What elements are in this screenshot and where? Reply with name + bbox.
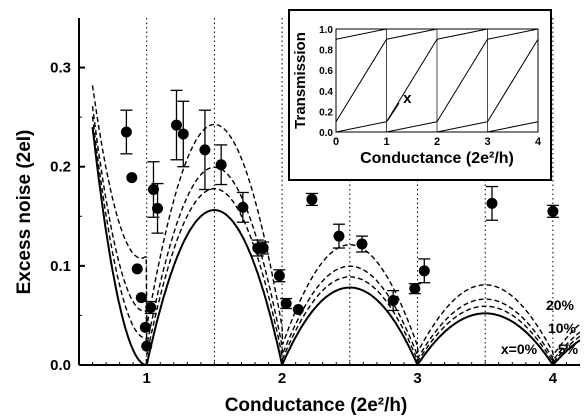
data-point	[126, 172, 138, 184]
y-tick-label: 0.0	[50, 357, 71, 374]
inset-y-axis-label: Transmission	[292, 32, 309, 129]
inset-lower-line	[335, 121, 387, 133]
data-point	[131, 263, 143, 275]
inset-lower-line	[436, 121, 488, 133]
inset-x-tick-label: 3	[484, 136, 490, 148]
inset-upper-line	[335, 28, 387, 40]
inset-y-tick-label: 0.8	[319, 46, 333, 57]
y-axis-label: Excess noise (2eI)	[14, 130, 35, 295]
inset-y-tick-label: 0.4	[319, 87, 333, 98]
inset-x-tick-label: 4	[535, 136, 542, 148]
inset-plot: 0 1 2 3 4 0.0 0.2 0.4 0.6 0.8 1.0 x Conductance (2e²…	[288, 9, 552, 181]
curve-label: 10%	[548, 320, 577, 336]
inset-steep-line	[335, 39, 387, 122]
inset-upper-line	[487, 28, 539, 40]
data-point	[387, 295, 399, 307]
main-plot-area: 1 2 3 4 0.0 0.1 0.2 0.3 20% 10% 5% x=0%	[50, 18, 580, 387]
data-point	[141, 340, 153, 352]
data-point	[170, 119, 182, 131]
inset-upper-line	[386, 28, 438, 40]
data-point	[199, 144, 211, 156]
data-point	[333, 230, 345, 242]
curve-5	[91, 116, 580, 364]
data-point	[280, 298, 292, 310]
data-point	[356, 238, 368, 250]
inset-x-axis-label: Conductance (2e²/h)	[360, 150, 514, 167]
data-point	[292, 303, 304, 315]
x-tick-label: 3	[413, 370, 421, 387]
inset-steep-line	[487, 39, 539, 122]
data-point	[273, 270, 285, 282]
inset-steep-line	[436, 39, 488, 122]
curve-x0	[91, 126, 580, 365]
inset-x-tick-label: 0	[333, 136, 339, 148]
inset-annotation: x	[403, 90, 412, 107]
inset-upper-line	[436, 28, 488, 40]
data-point	[237, 201, 249, 213]
data-point	[152, 202, 164, 214]
inset-y-tick-label: 0.2	[319, 107, 333, 118]
data-point	[120, 126, 132, 138]
inset-lower-line	[487, 121, 539, 133]
data-point	[145, 301, 157, 313]
x-tick-label: 1	[143, 370, 151, 387]
data-point	[306, 193, 318, 205]
inset-y-tick-label: 1.0	[319, 25, 333, 36]
data-point	[139, 321, 151, 333]
inset-lower-line	[386, 121, 438, 133]
y-tick-label: 0.3	[50, 60, 71, 77]
inset-annotation-pointer	[387, 102, 400, 121]
data-point	[147, 184, 159, 196]
data-point	[418, 265, 430, 277]
data-point	[135, 292, 147, 304]
inset-y-tick-label: 0.0	[319, 128, 333, 139]
data-point	[547, 205, 559, 217]
curve-label: 20%	[546, 297, 575, 313]
inset-frame	[288, 9, 552, 181]
curve-10	[91, 106, 580, 362]
data-point	[257, 242, 269, 254]
y-tick-label: 0.1	[50, 258, 71, 275]
inset-x-tick-label: 2	[434, 136, 440, 148]
curve-label: x=0%	[501, 341, 538, 357]
y-tick-label: 0.2	[50, 159, 71, 176]
data-point	[486, 197, 498, 209]
x-axis-label: Conductance (2e²/h)	[225, 395, 408, 416]
inset-steep-line	[386, 39, 438, 122]
curve-label: 5%	[558, 341, 579, 357]
curve-20	[91, 85, 580, 357]
curves-group	[91, 85, 580, 365]
inset-x-tick-label: 1	[383, 136, 389, 148]
data-point	[409, 283, 421, 295]
x-tick-label: 4	[549, 370, 558, 387]
data-point	[215, 159, 227, 171]
data-point	[177, 128, 189, 140]
x-tick-label: 2	[278, 370, 286, 387]
inset-y-tick-label: 0.6	[319, 66, 333, 77]
